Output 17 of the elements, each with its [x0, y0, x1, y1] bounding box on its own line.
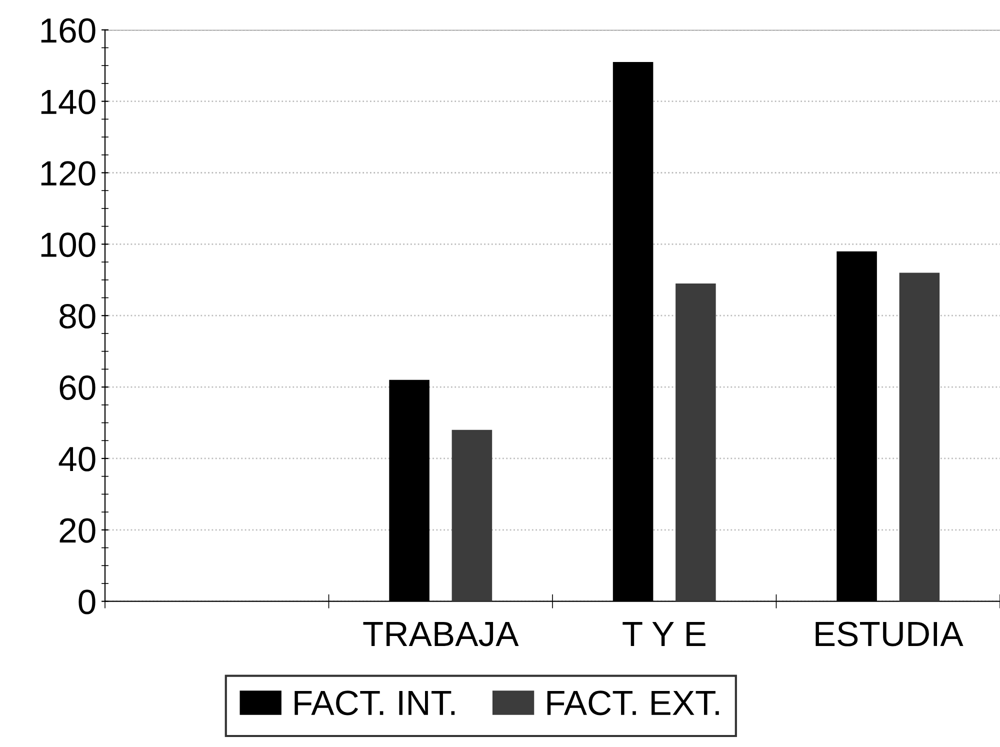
x-tick-label: T Y E [622, 622, 706, 646]
legend-label: FACT. EXT. [547, 690, 719, 716]
y-tick-label: 40 [58, 446, 96, 472]
bar [676, 283, 716, 602]
y-tick-label: 160 [41, 18, 96, 43]
bar [452, 430, 492, 602]
legend-label: FACT. INT. [294, 690, 455, 716]
y-tick-label: 140 [41, 90, 96, 114]
y-tick-label: 0 [78, 590, 96, 614]
y-tick-label: 60 [60, 375, 96, 400]
y-tick-label: 20 [60, 518, 96, 543]
y-tick-label: 120 [41, 161, 96, 186]
x-tick-label: TRABAJA [363, 622, 519, 646]
y-tick-label: 80 [60, 304, 96, 329]
bar [899, 272, 940, 602]
y-tick-label: 100 [41, 232, 96, 258]
x-tick-label: ESTUDIA [816, 622, 964, 646]
